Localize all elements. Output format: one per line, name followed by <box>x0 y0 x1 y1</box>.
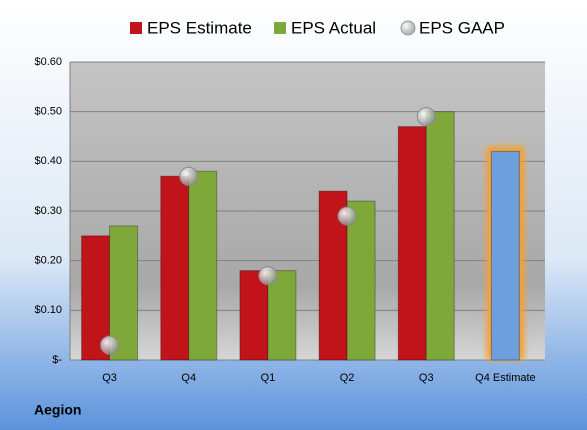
legend-label: EPS GAAP <box>419 18 505 37</box>
x-tick-label: Q3 <box>102 372 117 384</box>
y-tick-label: $0.30 <box>34 205 62 217</box>
gaap-marker <box>258 266 278 286</box>
x-tick-label: Q1 <box>261 372 276 384</box>
gaap-marker <box>337 206 357 226</box>
gaap-marker <box>179 166 199 186</box>
legend-marker <box>274 22 286 34</box>
company-label: Aegion <box>34 402 81 418</box>
bar <box>397 126 427 361</box>
x-tick-label: Q4 <box>181 372 196 384</box>
bar <box>188 170 218 361</box>
bar <box>346 200 376 361</box>
bar <box>490 150 520 361</box>
y-tick-label: $0.20 <box>34 255 62 267</box>
legend-marker <box>400 20 416 36</box>
y-tick-label: $- <box>52 354 62 366</box>
x-tick-label: Q3 <box>419 372 434 384</box>
y-tick-label: $0.60 <box>34 56 62 68</box>
x-tick-label: Q4 Estimate <box>475 372 536 384</box>
legend-marker <box>130 22 142 34</box>
gaap-marker <box>416 107 436 127</box>
y-tick-label: $0.10 <box>34 304 62 316</box>
bar <box>425 111 455 361</box>
bar <box>239 270 269 361</box>
gaap-marker <box>100 335 120 355</box>
y-tick-label: $0.40 <box>34 155 62 167</box>
bar <box>160 175 190 361</box>
legend-label: EPS Estimate <box>147 18 252 37</box>
y-tick-label: $0.50 <box>34 106 62 118</box>
x-tick-label: Q2 <box>340 372 355 384</box>
legend-label: EPS Actual <box>291 18 376 37</box>
bar <box>267 270 297 361</box>
bar <box>109 225 139 361</box>
